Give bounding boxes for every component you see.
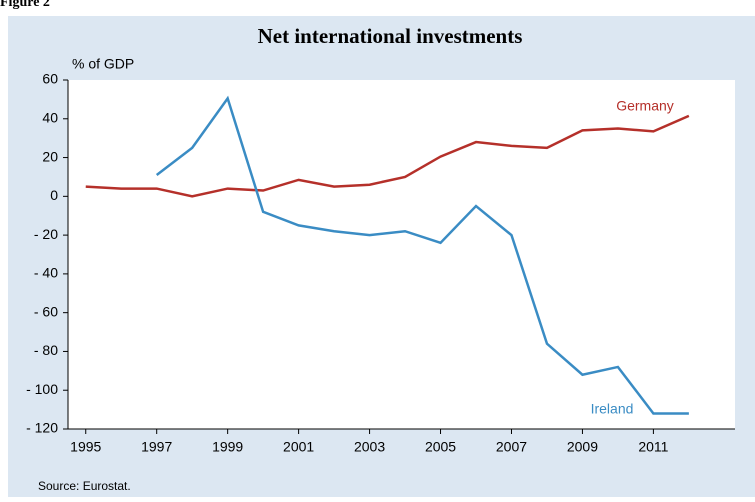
series-label: Ireland [591, 401, 634, 417]
x-tick-label: 1997 [141, 439, 172, 455]
plot-area [68, 80, 735, 429]
y-axis-label: % of GDP [72, 56, 134, 72]
x-tick-label: 2005 [425, 439, 456, 455]
y-tick-label: - 40 [34, 265, 58, 281]
source-note: Source: Eurostat. [38, 479, 131, 493]
x-tick-label: 2011 [638, 439, 668, 455]
y-tick-label: - 20 [34, 226, 58, 242]
y-tick-label: - 100 [26, 381, 58, 397]
y-tick-label: 20 [42, 148, 58, 164]
x-tick-label: 2003 [354, 439, 385, 455]
figure-label: Figure 2 [0, 0, 50, 10]
y-tick-label: - 80 [34, 342, 58, 358]
y-tick-label: - 60 [34, 303, 58, 319]
x-tick-label: 2001 [283, 439, 314, 455]
x-tick-label: 2007 [496, 439, 527, 455]
y-tick-label: - 120 [26, 420, 58, 436]
chart-title: Net international investments [258, 24, 523, 48]
x-tick-label: 1995 [70, 439, 101, 455]
line-series [85, 114, 690, 198]
line-series [155, 95, 689, 415]
x-tick-label: 2009 [567, 439, 598, 455]
series-label: Germany [616, 98, 674, 114]
y-tick-label: 60 [42, 71, 58, 87]
x-tick-label: 1999 [212, 439, 243, 455]
y-tick-label: 0 [50, 187, 58, 203]
y-tick-label: 40 [42, 109, 58, 125]
